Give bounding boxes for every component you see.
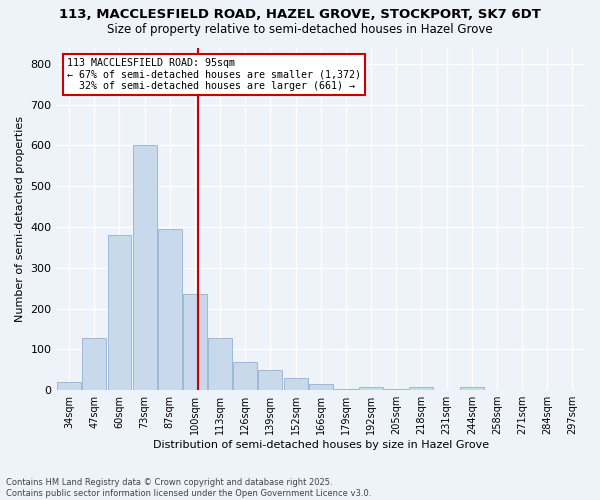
Bar [107,235,131,390]
Text: Size of property relative to semi-detached houses in Hazel Grove: Size of property relative to semi-detach… [107,22,493,36]
Text: 113 MACCLESFIELD ROAD: 95sqm
← 67% of semi-detached houses are smaller (1,372)
 : 113 MACCLESFIELD ROAD: 95sqm ← 67% of se… [67,58,361,91]
Bar [460,387,484,390]
Text: Contains HM Land Registry data © Crown copyright and database right 2025.
Contai: Contains HM Land Registry data © Crown c… [6,478,371,498]
Bar [233,362,257,390]
Bar [133,146,157,390]
Bar [183,294,207,390]
Bar [284,378,308,390]
Bar [409,387,433,390]
Bar [208,338,232,390]
X-axis label: Distribution of semi-detached houses by size in Hazel Grove: Distribution of semi-detached houses by … [153,440,489,450]
Y-axis label: Number of semi-detached properties: Number of semi-detached properties [15,116,25,322]
Bar [359,387,383,390]
Bar [57,382,81,390]
Bar [259,370,283,390]
Text: 113, MACCLESFIELD ROAD, HAZEL GROVE, STOCKPORT, SK7 6DT: 113, MACCLESFIELD ROAD, HAZEL GROVE, STO… [59,8,541,20]
Bar [82,338,106,390]
Bar [334,389,358,390]
Bar [309,384,333,390]
Bar [158,229,182,390]
